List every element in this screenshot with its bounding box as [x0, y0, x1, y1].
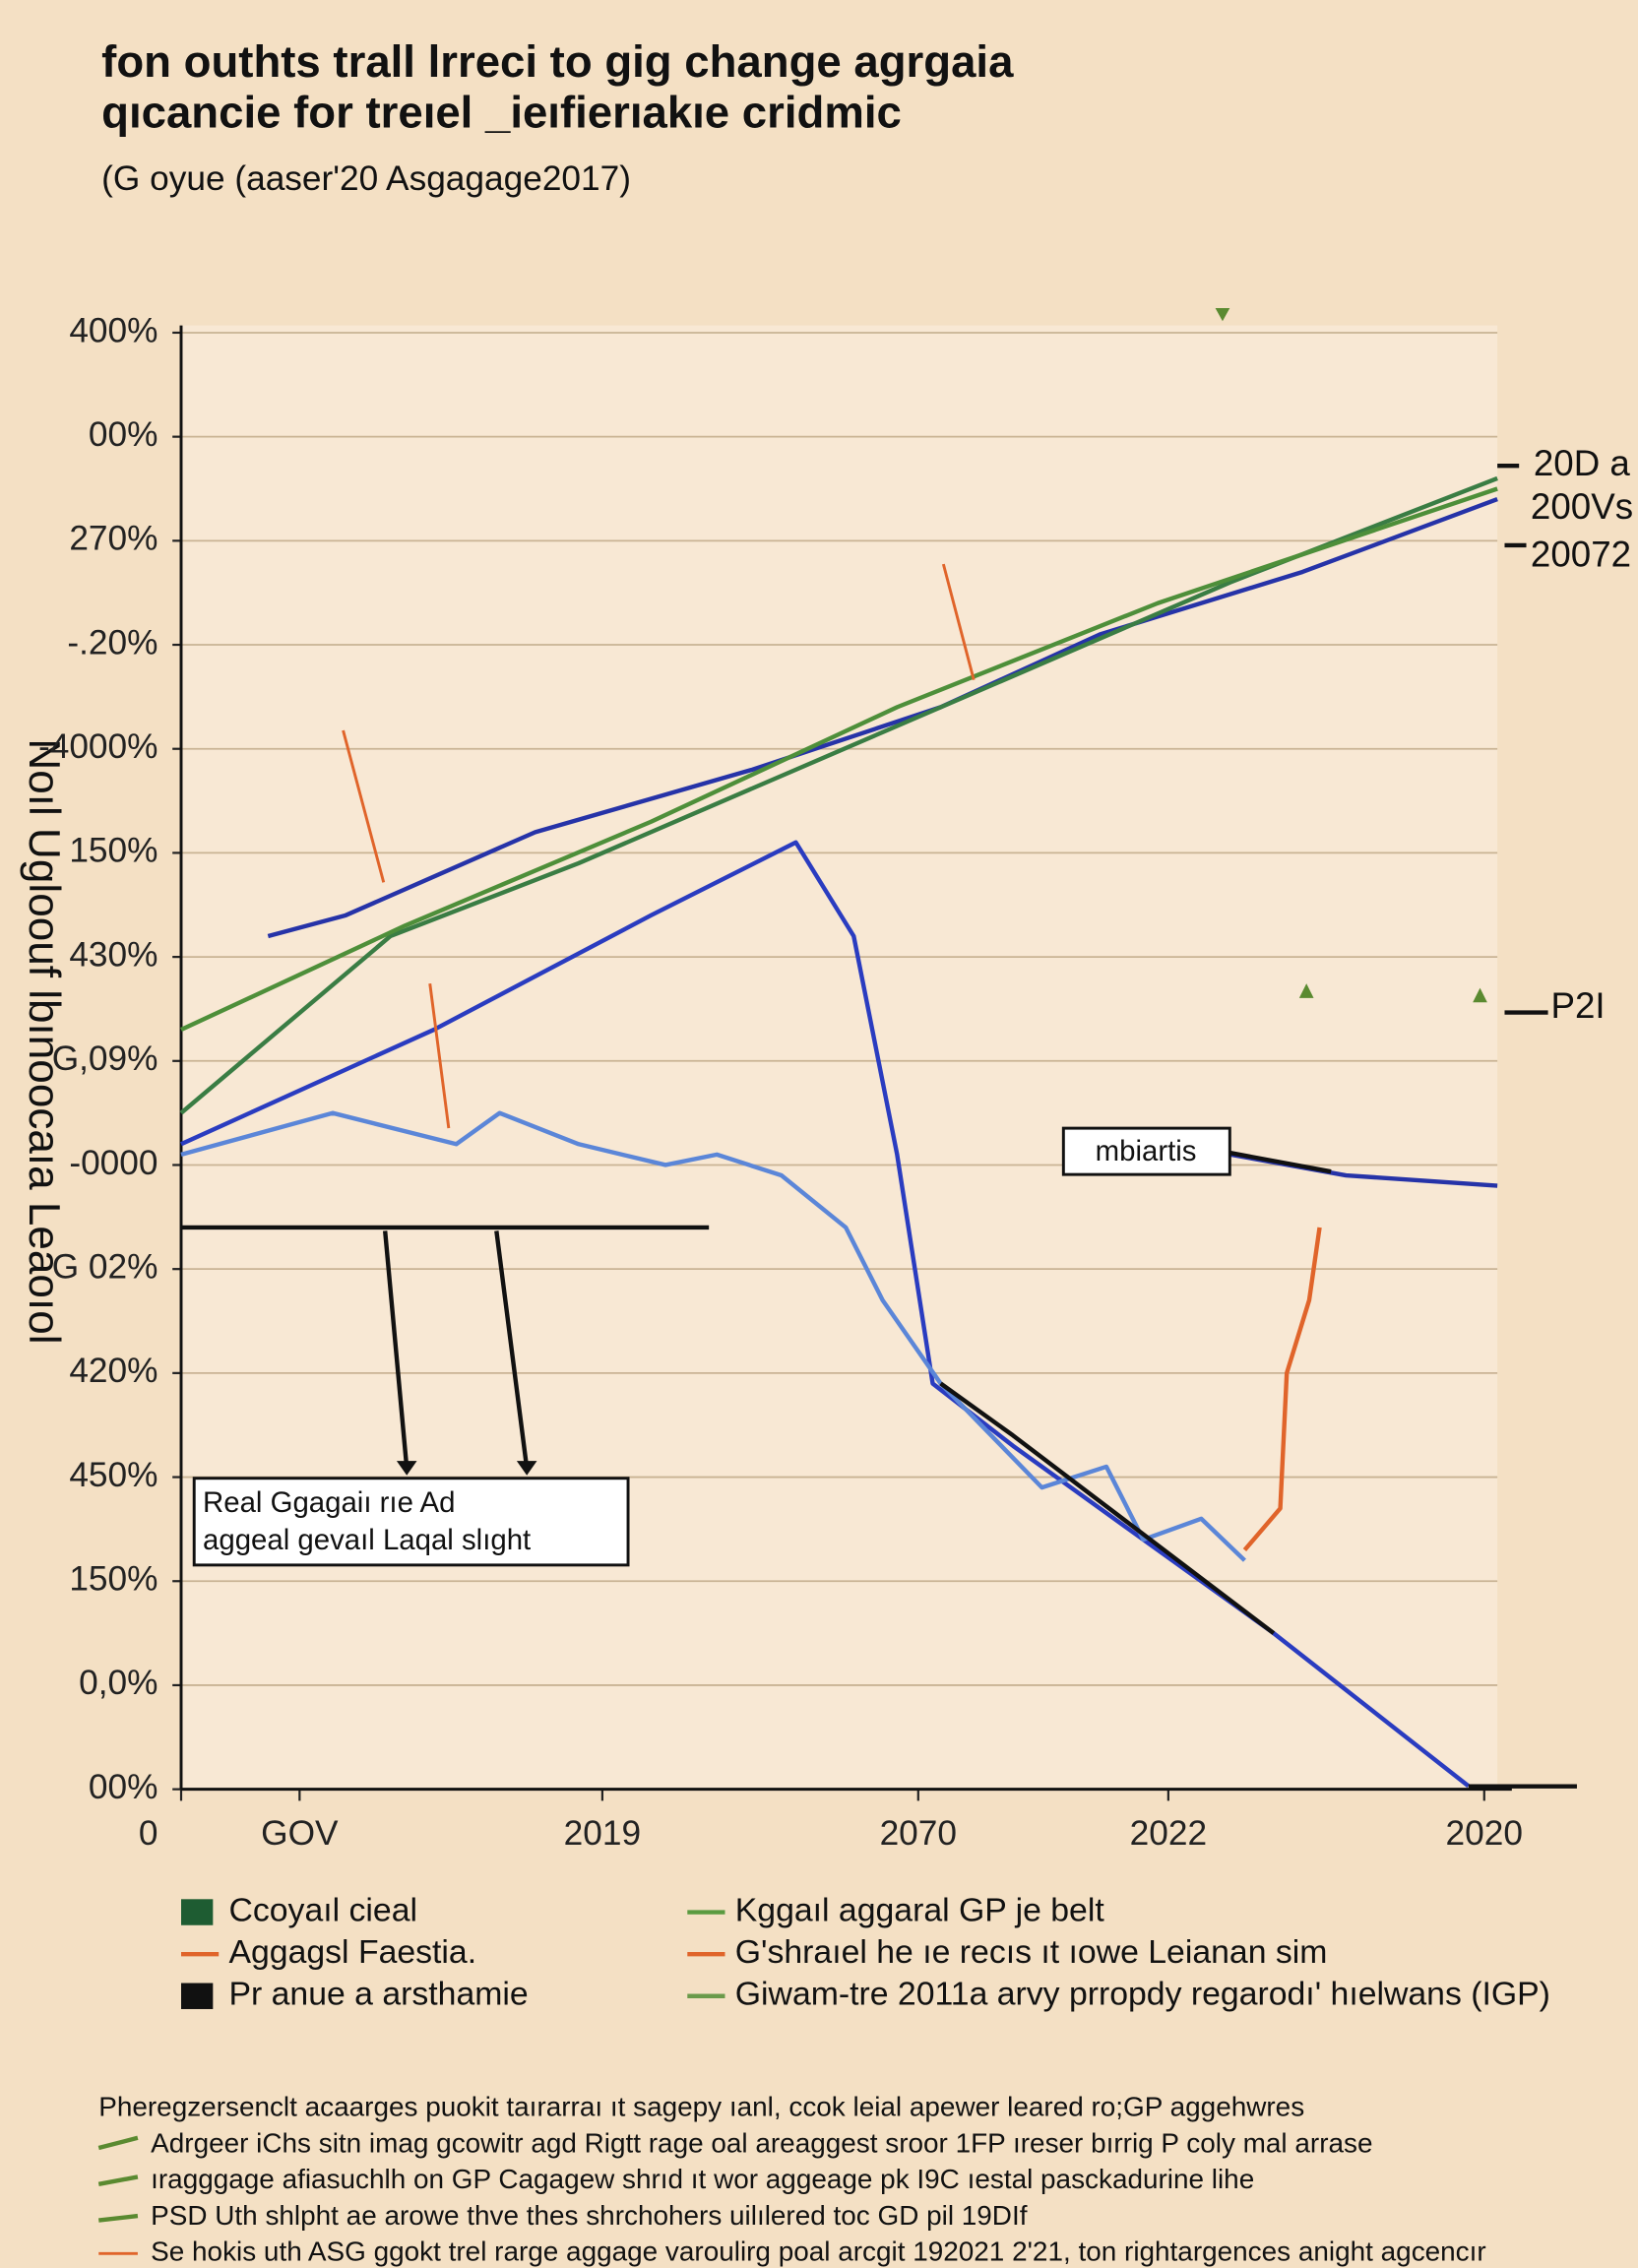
footnotes: Pheregzersenclt acaarges puokit taırarra…	[97, 2092, 1486, 2267]
legend-label: Kggaıl aggaral GP je belt	[735, 1891, 1105, 1928]
annotations: Real Ggagaiı rıe Ad aggeal gevaıl Laqal …	[192, 307, 1633, 1789]
y-tick-label: 0,0%	[79, 1664, 158, 1702]
series-line	[180, 840, 1471, 1789]
x-tick-label: 2070	[880, 1814, 957, 1853]
legend-marker	[181, 1983, 214, 2009]
annotation-text: 200Vs	[1531, 486, 1633, 527]
chart-subtitle: (G oyue (aaser'20 Asgagage2017)	[101, 159, 631, 198]
y-tick-label: -0000	[69, 1144, 158, 1182]
annotation-text: Real Ggagaiı rıe Ad	[203, 1486, 455, 1519]
annotation-arrow	[342, 563, 976, 1129]
annotation-box	[1061, 1126, 1231, 1176]
legend-label: Pr anue a arsthamie	[228, 1976, 528, 2013]
chart-title: qıcancie for treıel _ieıfierıakıe cridmi…	[101, 88, 902, 138]
series-line	[267, 497, 1498, 939]
y-tick-label: 150%	[69, 1560, 158, 1599]
arrow-head	[396, 1461, 537, 1476]
x-tick-label: 2022	[1130, 1814, 1207, 1853]
y-tick-label: 400%	[69, 311, 158, 349]
y-tick-label: -4000%	[38, 727, 158, 766]
legend-label: G'shraıel he ıe recıs ıt ıowe Leianan si…	[735, 1933, 1328, 1971]
x-tick-label: 2019	[564, 1814, 641, 1853]
annotation-text: mbiartis	[1096, 1135, 1197, 1167]
footnote-marker	[97, 2135, 139, 2223]
x-tick-label: GOV	[261, 1814, 339, 1853]
x-tick-label: 0	[139, 1814, 158, 1853]
legend-marker	[181, 1899, 214, 1925]
series-line	[179, 475, 1498, 1115]
footnote: Adrgeer iChs sitn imag gcowitr agd Rigtt…	[151, 2127, 1372, 2158]
y-tick-label: 270%	[69, 520, 158, 558]
annotation-box	[192, 1477, 630, 1567]
annotation-line	[1468, 463, 1577, 1789]
series-line	[180, 486, 1498, 1033]
y-tick-label: 420%	[69, 1352, 158, 1390]
x-tick-label: 2020	[1446, 1814, 1523, 1853]
series-line	[180, 1110, 1246, 1562]
annotation-text: P2I	[1551, 985, 1606, 1026]
legend-label: Giwam-tre 2011a arvy prropdy regarodı' h…	[735, 1976, 1550, 2013]
footnote: PSD Uth shlpht ae arowe thve thes shrcho…	[151, 2200, 1028, 2231]
y-tick-label: 450%	[69, 1456, 158, 1494]
series-line	[1242, 1227, 1322, 1552]
y-tick-label: 150%	[69, 832, 158, 870]
y-tick-label: 00%	[89, 1768, 158, 1806]
footnote: ıragggage afiasuchlh on GP Cagagew shrıd…	[151, 2164, 1254, 2194]
chart-title: fon outhts trall lrreci to gig change ag…	[101, 36, 1014, 87]
y-tick-label: 430%	[69, 935, 158, 974]
y-tick-label: 00%	[89, 415, 158, 454]
legend-label: Ccoyaıl cieal	[228, 1891, 417, 1928]
footnote: Se hokis uth ASG ggokt trel rarge aggage…	[151, 2236, 1486, 2267]
annotation-text: 20D a	[1534, 443, 1631, 483]
y-tick-label: G,09%	[52, 1040, 158, 1078]
annotation-text: aggeal gevaıl Laqal slıght	[203, 1524, 531, 1556]
legend-label: Aggagsl Faestia.	[228, 1933, 476, 1971]
footnote: Pheregzersenclt acaarges puokit taırarra…	[98, 2092, 1304, 2122]
plot: 400% 00% 270% -.20% -4000% 150% 430% G,09% -0000…	[38, 311, 1523, 1853]
y-tick-label: -.20%	[67, 623, 158, 662]
y-axis-label: Noıl Ugloouf lbınoocaıa Leaoıol	[20, 738, 68, 1344]
plot-area	[181, 325, 1498, 1790]
annotation-text: 20072	[1531, 534, 1631, 574]
series-line	[180, 1225, 1276, 1635]
legend: Ccoyaıl cieal Kggaıl aggaral GP je belt Ag…	[180, 1891, 1550, 2013]
y-tick-label: G 02%	[52, 1247, 158, 1286]
annotation-line	[1228, 1150, 1332, 1174]
annotation-arrow	[382, 1230, 530, 1469]
